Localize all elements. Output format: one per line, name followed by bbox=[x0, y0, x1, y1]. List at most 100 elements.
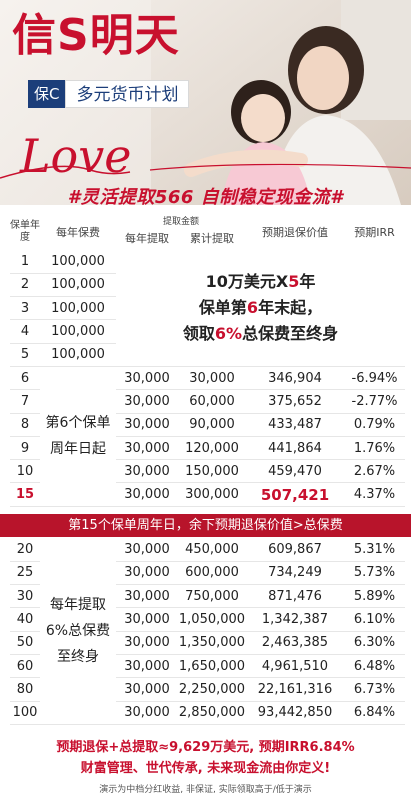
cumulative-cell: 60,000 bbox=[178, 389, 246, 414]
table-row: 25 30,000 600,000 734,249 5.73% bbox=[10, 561, 405, 586]
year-cell: 10 bbox=[10, 459, 40, 484]
header-cumulative: 累计提取 bbox=[190, 232, 234, 245]
year-cell: 25 bbox=[10, 561, 40, 586]
irr-cell: 1.76% bbox=[344, 436, 405, 461]
annual-cell: 30,000 bbox=[116, 389, 178, 414]
surrender-cell: 346,904 bbox=[246, 366, 344, 391]
premium-note-part: 保单第 bbox=[198, 297, 247, 317]
table-row: 7 30,000 60,000 375,652 -2.77% bbox=[10, 389, 405, 414]
surrender-cell: 93,442,850 bbox=[246, 701, 344, 725]
irr-cell: 5.89% bbox=[344, 584, 405, 609]
premium-note-part: 5 bbox=[288, 271, 300, 291]
cumulative-cell: 120,000 bbox=[178, 436, 246, 461]
love-text: Love bbox=[19, 129, 131, 183]
premium-note-part: 6% bbox=[214, 323, 243, 343]
annual-cell: 30,000 bbox=[116, 677, 178, 702]
annual-cell: 30,000 bbox=[116, 607, 178, 632]
premium-cell: 100,000 bbox=[40, 343, 116, 367]
year-cell: 60 bbox=[10, 654, 40, 679]
plan-subtitle: 保C 多元货币计划 bbox=[28, 80, 190, 108]
table-row: 60 30,000 1,650,000 4,961,510 6.48% bbox=[10, 654, 405, 679]
surrender-cell: 433,487 bbox=[246, 413, 344, 437]
irr-cell: 2.67% bbox=[344, 459, 405, 484]
table-row: 100 30,000 2,850,000 93,442,850 6.84% bbox=[10, 701, 405, 725]
irr-cell: -2.77% bbox=[344, 389, 405, 414]
annual-cell: 30,000 bbox=[116, 561, 178, 586]
year-cell: 2 bbox=[10, 273, 40, 298]
table-row: 5 100,000 bbox=[10, 343, 405, 367]
premium-cell: 100,000 bbox=[40, 319, 116, 344]
cumulative-cell: 450,000 bbox=[178, 538, 246, 562]
year-cell: 15 bbox=[10, 482, 40, 507]
year-cell: 40 bbox=[10, 607, 40, 632]
table-row: 2 100,000 bbox=[10, 273, 405, 298]
year-cell: 1 bbox=[10, 250, 40, 274]
table-header: 保单年度 每年保费 提取金额 每年提取 累计提取 预期退保价值 预期IRR bbox=[10, 212, 405, 250]
plan-tag: 保C bbox=[28, 80, 66, 108]
year-cell: 9 bbox=[10, 436, 40, 461]
slogan: #灵活提取566 自制稳定现金流# bbox=[67, 187, 344, 205]
irr-cell: 6.73% bbox=[344, 677, 405, 702]
header-premium: 每年保费 bbox=[56, 226, 100, 239]
year-cell: 80 bbox=[10, 677, 40, 702]
annual-cell: 30,000 bbox=[116, 631, 178, 655]
cumulative-cell: 90,000 bbox=[178, 413, 246, 437]
premium-note-part: 领取 bbox=[182, 323, 215, 343]
table-row: 8 30,000 90,000 433,487 0.79% bbox=[10, 413, 405, 437]
premium-note-part: 年末起， bbox=[258, 297, 323, 317]
cumulative-cell: 1,050,000 bbox=[178, 607, 246, 632]
love-script-graphic: Love bbox=[0, 129, 411, 183]
header-surrender: 预期退保价值 bbox=[262, 226, 328, 239]
annual-cell: 30,000 bbox=[116, 654, 178, 679]
year-cell: 30 bbox=[10, 584, 40, 609]
year-cell: 7 bbox=[10, 389, 40, 414]
low-note-line: 至终身 bbox=[57, 648, 99, 665]
premium-note-part: 10万美元X bbox=[205, 271, 289, 291]
surrender-cell: 4,961,510 bbox=[246, 654, 344, 679]
premium-note-line: 保单第6年末起， bbox=[116, 295, 405, 321]
low-note: 每年提取 6%总保费 至终身 bbox=[40, 538, 116, 725]
table-row: 10 30,000 150,000 459,470 2.67% bbox=[10, 459, 405, 484]
annual-cell: 30,000 bbox=[116, 538, 178, 562]
irr-cell: 6.10% bbox=[344, 607, 405, 632]
annual-cell: 30,000 bbox=[116, 584, 178, 609]
premium-cell: 100,000 bbox=[40, 273, 116, 298]
irr-cell: 4.37% bbox=[344, 482, 405, 507]
surrender-cell: 459,470 bbox=[246, 459, 344, 484]
disclaimer: 演示为中档分红收益, 非保证, 实际领取高于/低于演示 bbox=[99, 785, 312, 795]
long-term-table: 20 每年提取 6%总保费 至终身 30,000 450,000 609,867 5.31% 2… bbox=[10, 538, 405, 725]
year-cell: 8 bbox=[10, 413, 40, 437]
irr-cell: 6.30% bbox=[344, 631, 405, 655]
table-row: 80 30,000 2,250,000 22,161,316 6.73% bbox=[10, 677, 405, 702]
table-row: 15 30,000 300,000 507,421 4.37% bbox=[10, 482, 405, 507]
premium-note-part: 年 bbox=[299, 271, 316, 291]
table-row: 50 30,000 1,350,000 2,463,385 6.30% bbox=[10, 631, 405, 655]
table-row: 30 30,000 750,000 871,476 5.89% bbox=[10, 584, 405, 609]
mid-note: 第6个保单周年日起 bbox=[40, 366, 116, 507]
low-note-line: 6%总保费 bbox=[45, 622, 111, 639]
irr-cell: 5.31% bbox=[344, 538, 405, 562]
cumulative-cell: 1,350,000 bbox=[178, 631, 246, 655]
premium-cell: 100,000 bbox=[40, 296, 116, 321]
cumulative-cell: 300,000 bbox=[178, 482, 246, 507]
premium-cell: 100,000 bbox=[40, 250, 116, 274]
milestone-banner: 第15个保单周年日，余下预期退保价值>总保费 bbox=[0, 514, 411, 537]
surrender-cell: 609,867 bbox=[246, 538, 344, 562]
cumulative-cell: 750,000 bbox=[178, 584, 246, 609]
year-cell: 50 bbox=[10, 631, 40, 655]
year-cell: 100 bbox=[10, 701, 40, 725]
table-row: 9 30,000 120,000 441,864 1.76% bbox=[10, 436, 405, 461]
cumulative-cell: 150,000 bbox=[178, 459, 246, 484]
table-row: 4 100,000 bbox=[10, 319, 405, 344]
table-row: 20 每年提取 6%总保费 至终身 30,000 450,000 609,867 5.31% bbox=[10, 538, 405, 725]
premium-note-line: 领取6%总保费至终身 bbox=[116, 321, 405, 347]
brand-title: 信S明天 bbox=[12, 10, 180, 61]
mid-note-text: 第6个保单周年日起 bbox=[45, 415, 111, 458]
premium-note: 10万美元X5年保单第6年末起， 领取6%总保费至终身 bbox=[116, 250, 405, 367]
surrender-cell: 1,342,387 bbox=[246, 607, 344, 632]
surrender-cell: 22,161,316 bbox=[246, 677, 344, 702]
header-withdraw-group: 提取金额 bbox=[162, 217, 199, 227]
surrender-cell: 734,249 bbox=[246, 561, 344, 586]
header-annual: 每年提取 bbox=[125, 232, 169, 245]
header-irr: 预期IRR bbox=[354, 226, 395, 239]
